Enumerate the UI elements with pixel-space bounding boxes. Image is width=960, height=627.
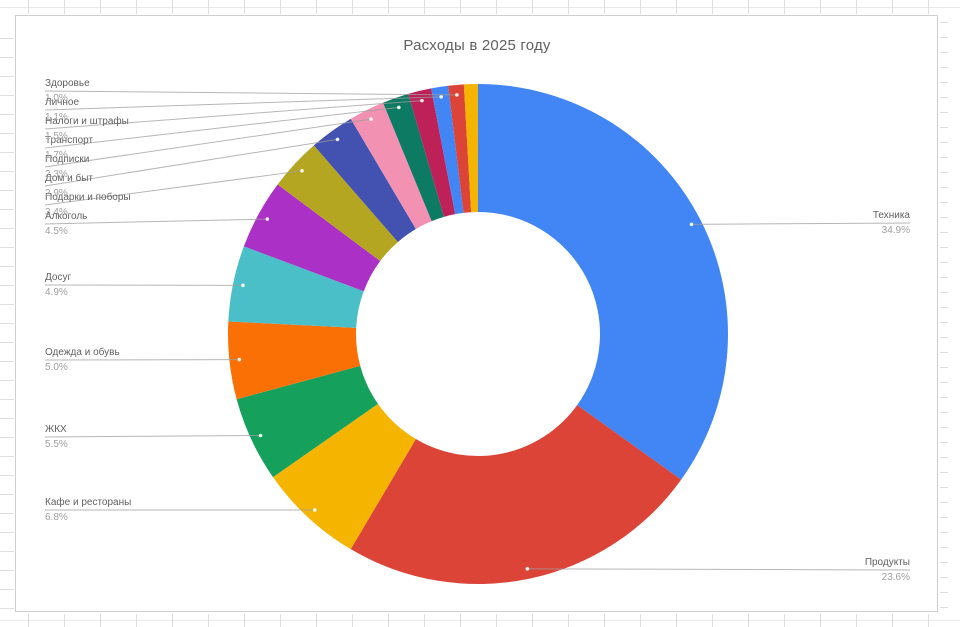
pie-slice[interactable] — [431, 85, 464, 215]
pie-slice[interactable] — [448, 84, 472, 213]
slice-label-name: Продукты — [864, 557, 910, 568]
slice-label-percent: 1.1% — [45, 112, 68, 123]
slice-label-percent: 23.6% — [881, 572, 910, 583]
slice-label-name: Здоровье — [45, 78, 90, 89]
pie-slice[interactable] — [236, 365, 378, 478]
chart-title: Расходы в 2025 году — [403, 37, 551, 54]
slice-label-percent: 1.5% — [45, 131, 68, 142]
slice-label-percent: 5.0% — [45, 362, 68, 373]
pie-slice[interactable] — [478, 84, 729, 480]
slice-label-name: Техника — [872, 210, 910, 221]
slice-label-percent: 2.3% — [45, 169, 68, 180]
slice-label-name: Налоги и штрафы — [45, 116, 129, 127]
slice-label-name: Алкоголь — [45, 211, 88, 222]
pie-slice[interactable] — [350, 405, 682, 584]
slice-label-name: Подписки — [45, 154, 90, 165]
slice-label-name: Кафе и рестораны — [45, 497, 132, 508]
pie-slice[interactable] — [228, 321, 361, 400]
slice-label-name: Личное — [45, 97, 80, 108]
slice-label-percent: 5.5% — [45, 439, 68, 450]
slice-label-percent: 6.8% — [45, 512, 68, 523]
slice-label-percent: 1.7% — [45, 150, 68, 161]
slice-label-name: Дом и быт — [45, 173, 93, 184]
slice-label-percent: 3.4% — [45, 207, 68, 218]
slice-label-percent: 2.9% — [45, 188, 68, 199]
slice-label-name: Досуг — [45, 272, 72, 283]
slice-label-percent: 4.9% — [45, 287, 68, 298]
pie-slice[interactable] — [243, 184, 381, 292]
pie-slice[interactable] — [228, 246, 364, 328]
slice-label-percent: 4.5% — [45, 226, 68, 237]
slice-label-percent: 1.0% — [45, 93, 68, 104]
slice-label-name: Подарки и поборы — [45, 192, 131, 203]
slice-label-name: ЖКХ — [45, 424, 67, 435]
slice-label-name: Одежда и обувь — [45, 347, 120, 358]
slice-label-percent: 34.9% — [881, 225, 910, 236]
slice-label-name: Транспорт — [45, 135, 94, 146]
pie-slice[interactable] — [463, 84, 478, 213]
pie-slice[interactable] — [273, 403, 416, 550]
